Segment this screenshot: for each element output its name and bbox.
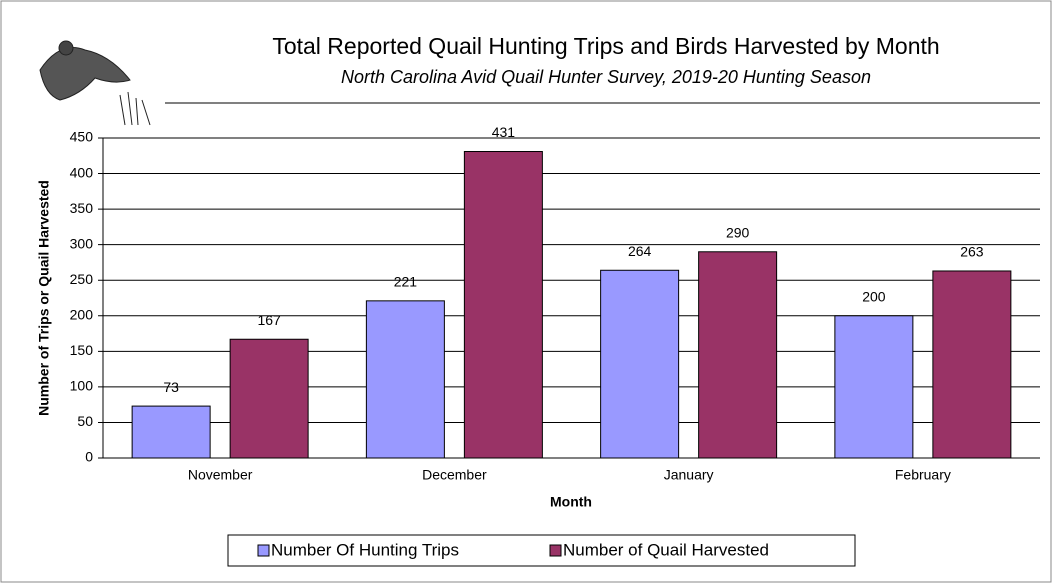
x-axis-label: Month <box>550 494 592 510</box>
quail-illustration <box>39 40 151 126</box>
data-label: 167 <box>257 312 281 328</box>
data-label: 221 <box>394 274 418 290</box>
y-tick-label: 50 <box>77 413 93 429</box>
legend <box>227 534 856 567</box>
bar <box>365 300 445 459</box>
legend-swatch <box>549 544 562 557</box>
legend-swatch <box>257 544 270 557</box>
chart-subtitle: North Carolina Avid Quail Hunter Survey,… <box>341 67 871 87</box>
x-tick-label: February <box>895 467 951 483</box>
bar <box>834 315 914 459</box>
x-tick-label: January <box>664 467 714 483</box>
bar <box>698 251 778 459</box>
bar <box>932 270 1012 459</box>
x-tick-label: November <box>188 467 253 483</box>
y-tick-label: 350 <box>70 200 94 216</box>
data-label: 263 <box>960 244 984 260</box>
bar <box>600 269 680 459</box>
y-axis-label: Number of Trips or Quail Harvested <box>36 180 52 416</box>
data-label: 200 <box>862 288 886 304</box>
bar <box>463 151 543 459</box>
y-tick-label: 450 <box>70 129 94 145</box>
bar <box>229 338 309 459</box>
data-label: 264 <box>628 243 652 259</box>
y-tick-label: 0 <box>85 449 93 465</box>
data-label: 431 <box>492 124 516 140</box>
x-tick-label: December <box>422 467 487 483</box>
bar <box>131 405 211 459</box>
data-label: 73 <box>163 379 179 395</box>
data-label: 290 <box>726 224 750 240</box>
chart-title: Total Reported Quail Hunting Trips and B… <box>272 33 939 59</box>
legend-label: Number of Quail Harvested <box>563 540 769 559</box>
legend-label: Number Of Hunting Trips <box>271 540 459 559</box>
y-tick-label: 250 <box>70 271 94 287</box>
y-tick-label: 300 <box>70 235 94 251</box>
y-tick-label: 150 <box>70 342 94 358</box>
y-tick-label: 200 <box>70 306 94 322</box>
y-tick-label: 400 <box>70 164 94 180</box>
y-tick-label: 100 <box>70 378 94 394</box>
